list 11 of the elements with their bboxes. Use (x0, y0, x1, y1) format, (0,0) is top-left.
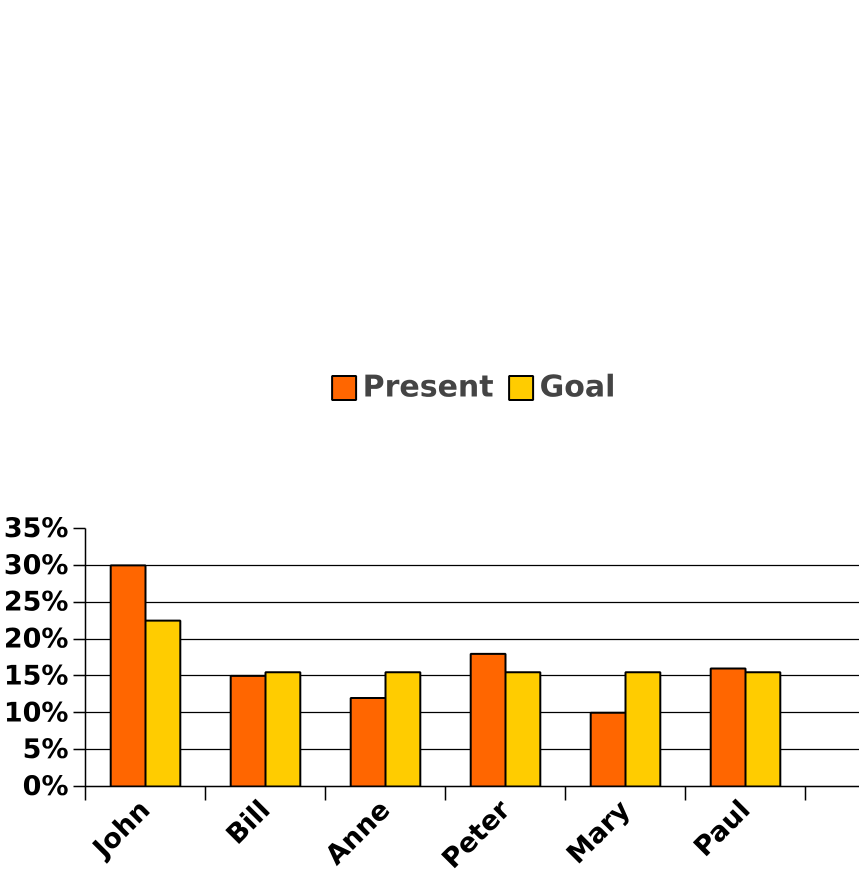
y-tick-label: 15% (4, 660, 69, 692)
y-tick-label: 30% (4, 550, 69, 581)
y-tick-label: 0% (22, 771, 69, 802)
y-tick-label: 5% (22, 734, 69, 766)
y-tick-label: 20% (4, 624, 69, 655)
y-tick-label: 35% (4, 513, 69, 544)
x-tick-label: Bill (220, 794, 276, 851)
legend-label: Present (362, 370, 494, 405)
y-tick-label: 25% (4, 586, 69, 618)
legend-label: Goal (540, 370, 616, 405)
y-tick-label: 10% (4, 697, 69, 728)
